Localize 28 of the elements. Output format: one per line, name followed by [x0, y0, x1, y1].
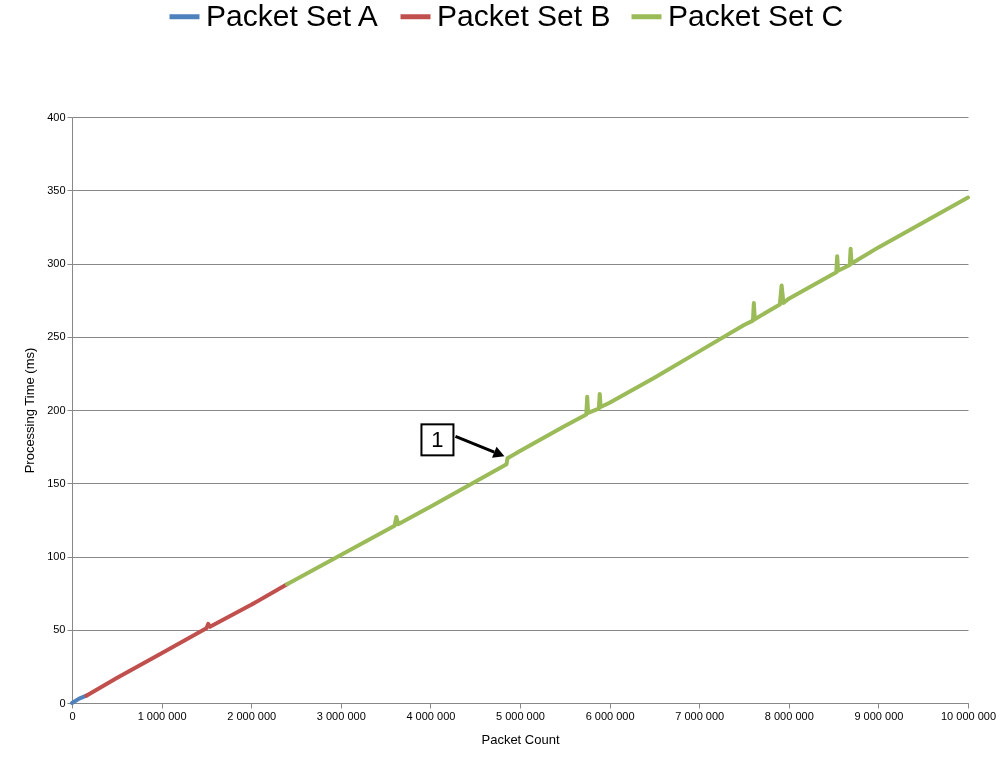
x-tick-label: 9 000 000 [854, 709, 904, 722]
x-tick-label: 2 000 000 [227, 709, 277, 722]
y-tick-label: 350 [47, 183, 66, 196]
x-tick-label: 4 000 000 [406, 709, 456, 722]
annotation: 1 [431, 427, 444, 453]
y-tick-label: 250 [47, 330, 66, 343]
y-tick-label: 0 [59, 696, 66, 709]
y-tick-label: 50 [53, 623, 66, 636]
x-tick-label: 10 000 000 [940, 709, 997, 722]
x-axis-title: Packet Count [481, 731, 560, 747]
legend-label: Packet Set B [437, 0, 611, 32]
x-tick-label: 8 000 000 [764, 709, 814, 722]
y-axis-title: Processing Time (ms) [22, 347, 38, 474]
x-tick-label: 7 000 000 [675, 709, 725, 722]
x-tick-label: 5 000 000 [496, 709, 545, 722]
line-series [84, 582, 290, 698]
y-tick-label: 300 [47, 257, 66, 269]
y-tick-label: 150 [47, 476, 66, 489]
y-tick-label: 100 [47, 550, 66, 562]
x-tick-label: 0 [69, 709, 76, 722]
x-tick-label: 1 000 000 [137, 709, 187, 722]
legend-label: Packet Set C [668, 0, 844, 32]
y-tick-label: 400 [47, 110, 66, 123]
legend-label: Packet Set A [206, 0, 378, 32]
line-series [285, 195, 970, 587]
y-tick-label: 200 [47, 403, 66, 416]
x-tick-label: 6 000 000 [585, 709, 635, 722]
x-tick-label: 3 000 000 [316, 709, 366, 722]
